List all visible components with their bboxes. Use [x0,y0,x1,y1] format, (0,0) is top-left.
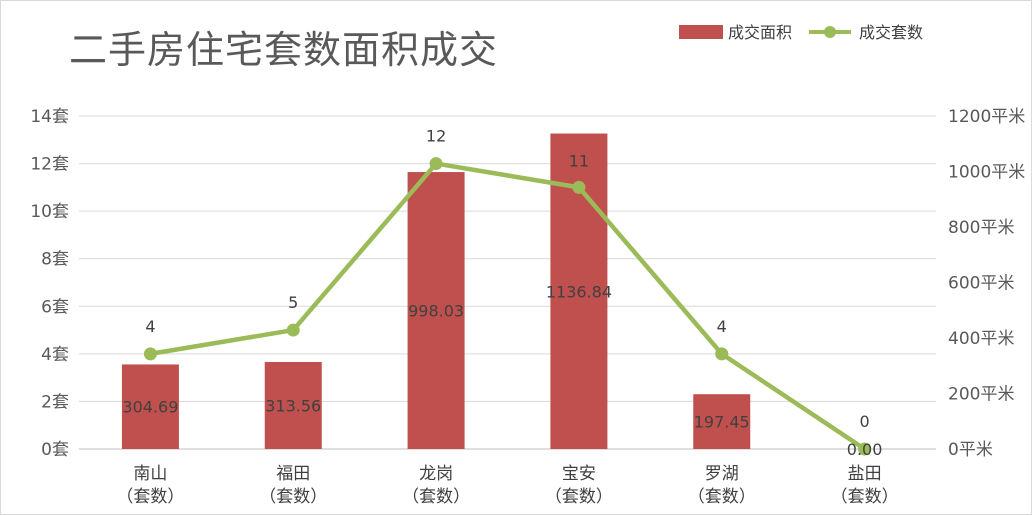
left-axis-ticks: 0套 2套 4套 6套 8套 10套 12套 14套 [30,107,69,460]
category-sublabel: （套数） [259,487,327,507]
legend: 成交面积 成交套数 [679,23,923,42]
category-label: 南山 [133,464,167,484]
gridlines [79,115,936,450]
right-tick-label: 800平米 [948,218,1014,238]
left-tick-label: 2套 [41,392,69,412]
line-value-label: 4 [717,317,727,336]
category-label: 福田 [276,464,310,484]
chart-title: 二手房住宅套数面积成交 [69,28,498,72]
category-sublabel: （套数） [402,487,470,507]
left-tick-label: 6套 [41,297,69,317]
category-label: 盐田 [848,464,882,484]
line-point [858,442,872,456]
line-point [715,347,729,361]
left-tick-label: 4套 [41,345,69,365]
bar-value-label: 1136.84 [546,282,612,301]
left-tick-label: 0套 [41,440,69,460]
category-label: 罗湖 [705,464,739,484]
line-value-label: 11 [569,151,589,170]
bar-value-label: 304.69 [122,398,178,417]
line-value-label: 4 [145,317,155,336]
legend-marker-count [824,26,836,38]
left-tick-label: 10套 [30,202,69,222]
line-path [148,161,867,452]
category-label: 宝安 [562,464,596,484]
right-tick-label: 1000平米 [948,163,1025,183]
right-tick-label: 600平米 [948,274,1014,294]
bar-value-label: 313.56 [265,396,321,415]
left-tick-label: 14套 [30,107,69,127]
left-tick-label: 8套 [41,250,69,270]
category-label: 龙岗 [419,464,453,484]
bar-value-label: 998.03 [408,302,464,321]
category-sublabel: （套数） [688,487,756,507]
line-point [572,180,586,194]
right-tick-label: 200平米 [948,385,1014,405]
right-tick-label: 400平米 [948,329,1014,349]
right-axis-ticks: 0平米 200平米 400平米 600平米 800平米 1000平米 1200平米 [948,107,1025,460]
line-point [429,157,443,171]
bar-value-label: 0.00 [847,440,883,459]
category-sublabel: （套数） [831,487,899,507]
legend-label-area: 成交面积 [728,23,792,42]
line-value-label: 12 [426,127,446,146]
bar [121,364,179,449]
legend-label-count: 成交套数 [859,23,923,42]
category-sublabel: （套数） [545,487,613,507]
left-tick-label: 12套 [30,155,69,175]
line-value-label: 0 [859,412,869,431]
right-tick-label: 0平米 [948,440,993,460]
line-point [286,323,300,337]
category-axis-labels: 南山 （套数） 福田 （套数） 龙岗 （套数） 宝安 （套数） 罗湖 （套数） 盐田 （套数） [116,464,898,507]
bar [407,172,465,449]
data-labels: 304.69 313.56 998.03 1136.84 197.45 0.00 4 5 12 1… [122,127,882,459]
line-point [143,347,157,361]
bar [264,361,322,449]
legend-swatch-area [679,25,723,39]
line-series [143,157,872,456]
bar-value-label: 197.45 [694,413,750,432]
category-sublabel: （套数） [116,487,184,507]
line-value-label: 5 [288,293,298,312]
right-tick-label: 1200平米 [948,107,1025,127]
bar [693,394,751,449]
